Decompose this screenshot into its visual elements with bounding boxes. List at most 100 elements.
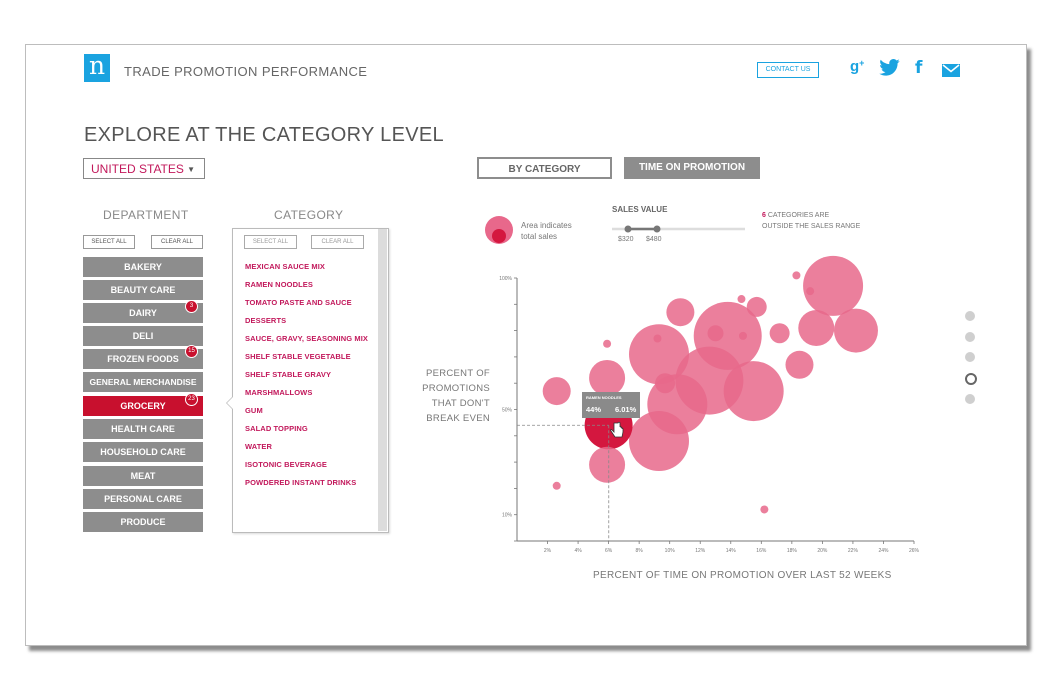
legend-bubble-small-icon xyxy=(492,229,506,243)
bubble-tooltip: RAMEN NOODLES 44% 6.01% xyxy=(582,392,640,418)
pagination-dot-active[interactable] xyxy=(965,373,977,385)
department-household-care[interactable]: HOUSEHOLD CARE xyxy=(83,442,203,462)
data-bubble[interactable] xyxy=(738,331,747,340)
data-bubble[interactable] xyxy=(746,296,767,317)
department-deli[interactable]: DELI xyxy=(83,326,203,346)
data-bubble[interactable] xyxy=(833,308,878,353)
x-tick-label: 24% xyxy=(878,548,889,554)
data-bubble[interactable] xyxy=(737,295,746,304)
x-tick-label: 16% xyxy=(756,548,767,554)
pagination-dot[interactable] xyxy=(965,394,975,404)
dairy-count-badge: 3 xyxy=(185,300,198,313)
data-bubble[interactable] xyxy=(589,446,626,483)
panel-pointer xyxy=(226,396,233,410)
category-item[interactable]: RAMEN NOODLES xyxy=(245,280,313,289)
department-produce[interactable]: PRODUCE xyxy=(83,512,203,532)
facebook-icon[interactable]: f xyxy=(915,58,923,78)
chevron-down-icon: ▼ xyxy=(187,165,195,174)
x-tick-label: 22% xyxy=(848,548,859,554)
category-item[interactable]: MEXICAN SAUCE MIX xyxy=(245,262,326,271)
category-item[interactable]: WATER xyxy=(245,442,273,451)
category-clear-all-button[interactable]: CLEAR ALL xyxy=(311,235,364,249)
tooltip-x-value: 6.01% xyxy=(615,405,637,414)
x-tick-label: 20% xyxy=(817,548,828,554)
time-on-promotion-tab[interactable]: TIME ON PROMOTION xyxy=(624,157,760,179)
y-axis-label-line: THAT DON'T xyxy=(431,398,490,409)
logo[interactable]: n xyxy=(84,53,110,82)
data-bubble[interactable] xyxy=(798,309,835,346)
data-bubble[interactable] xyxy=(707,325,724,342)
data-bubble[interactable] xyxy=(629,324,690,385)
data-bubble[interactable] xyxy=(723,361,784,422)
data-bubble[interactable] xyxy=(589,359,626,396)
category-panel xyxy=(232,228,389,533)
legend-area-text-2: total sales xyxy=(521,232,558,241)
data-bubble[interactable] xyxy=(760,505,769,514)
slider-min-label: $320 xyxy=(618,236,634,243)
data-bubble[interactable] xyxy=(666,298,695,327)
x-tick-label: 6% xyxy=(605,548,613,554)
department-select-all-button[interactable]: SELECT ALL xyxy=(83,235,135,249)
department-grocery[interactable]: GROCERY xyxy=(83,396,203,416)
data-bubble[interactable] xyxy=(693,301,762,370)
category-item[interactable]: DESSERTS xyxy=(245,316,287,325)
department-bakery[interactable]: BAKERY xyxy=(83,257,203,277)
pagination-dot[interactable] xyxy=(965,311,975,321)
by-category-tab[interactable]: BY CATEGORY xyxy=(477,157,612,179)
data-bubble[interactable] xyxy=(603,339,612,348)
contact-us-button[interactable]: CONTACT US xyxy=(757,62,819,78)
data-bubble[interactable] xyxy=(655,373,676,394)
country-select[interactable]: UNITED STATES ▼ xyxy=(83,158,205,179)
data-bubble[interactable] xyxy=(792,271,801,280)
sales-value-title: SALES VALUE xyxy=(612,205,668,214)
out-of-range-note: 6 CATEGORIES ARE OUTSIDE THE SALES RANGE xyxy=(762,210,882,232)
pagination-dot[interactable] xyxy=(965,332,975,342)
category-item[interactable]: MARSHMALLOWS xyxy=(245,388,313,397)
category-select-all-button[interactable]: SELECT ALL xyxy=(244,235,297,249)
data-bubble[interactable] xyxy=(803,255,864,316)
department-dairy[interactable]: DAIRY xyxy=(83,303,203,323)
out-of-range-count: 6 xyxy=(762,212,766,219)
department-beauty-care[interactable]: BEAUTY CARE xyxy=(83,280,203,300)
data-bubble[interactable] xyxy=(785,350,814,379)
data-bubble[interactable] xyxy=(806,287,815,296)
department-personal-care[interactable]: PERSONAL CARE xyxy=(83,489,203,509)
twitter-icon[interactable] xyxy=(879,59,900,81)
category-item[interactable]: SHELF STABLE VEGETABLE xyxy=(245,352,351,361)
mail-icon[interactable] xyxy=(942,64,960,82)
category-scrollbar[interactable] xyxy=(378,229,387,531)
y-axis-label-line: PROMOTIONS xyxy=(422,383,490,394)
sales-slider-min-handle[interactable] xyxy=(624,225,632,233)
category-item[interactable]: POWDERED INSTANT DRINKS xyxy=(245,478,357,487)
country-value: UNITED STATES xyxy=(91,162,184,176)
department-general-merchandise[interactable]: GENERAL MERCHANDISE xyxy=(83,372,203,392)
out-of-range-text-1: CATEGORIES ARE xyxy=(767,212,830,219)
x-tick-label: 8% xyxy=(636,548,644,554)
department-clear-all-button[interactable]: CLEAR ALL xyxy=(151,235,203,249)
x-tick-label: 10% xyxy=(665,548,676,554)
category-item[interactable]: SALAD TOPPING xyxy=(245,424,308,433)
google-plus-icon[interactable]: g+ xyxy=(850,58,865,75)
y-tick-label: 100% xyxy=(499,276,512,282)
category-item[interactable]: GUM xyxy=(245,406,263,415)
data-bubble[interactable] xyxy=(542,377,571,406)
data-bubble[interactable] xyxy=(653,334,662,343)
pagination-dot[interactable] xyxy=(965,352,975,362)
tooltip-y-value: 44% xyxy=(586,405,602,414)
category-item[interactable]: ISOTONIC BEVERAGE xyxy=(245,460,327,469)
data-bubble[interactable] xyxy=(769,323,790,344)
grocery-count-badge: 23 xyxy=(185,393,198,406)
category-item[interactable]: TOMATO PASTE AND SAUCE xyxy=(245,298,352,307)
department-frozen-foods[interactable]: FROZEN FOODS xyxy=(83,349,203,369)
department-health-care[interactable]: HEALTH CARE xyxy=(83,419,203,439)
department-meat[interactable]: MEAT xyxy=(83,466,203,486)
department-heading: DEPARTMENT xyxy=(103,208,189,222)
y-axis-label: PERCENT OF PROMOTIONS THAT DON'T BREAK E… xyxy=(418,366,490,426)
category-item[interactable]: SAUCE, GRAVY, SEASONING MIX xyxy=(245,334,368,343)
sales-slider-max-handle[interactable] xyxy=(653,225,661,233)
x-tick-label: 14% xyxy=(726,548,737,554)
data-bubble[interactable] xyxy=(552,481,561,490)
category-item[interactable]: SHELF STABLE GRAVY xyxy=(245,370,332,379)
page-title: EXPLORE AT THE CATEGORY LEVEL xyxy=(84,124,444,146)
out-of-range-text-2: OUTSIDE THE SALES RANGE xyxy=(762,223,861,230)
